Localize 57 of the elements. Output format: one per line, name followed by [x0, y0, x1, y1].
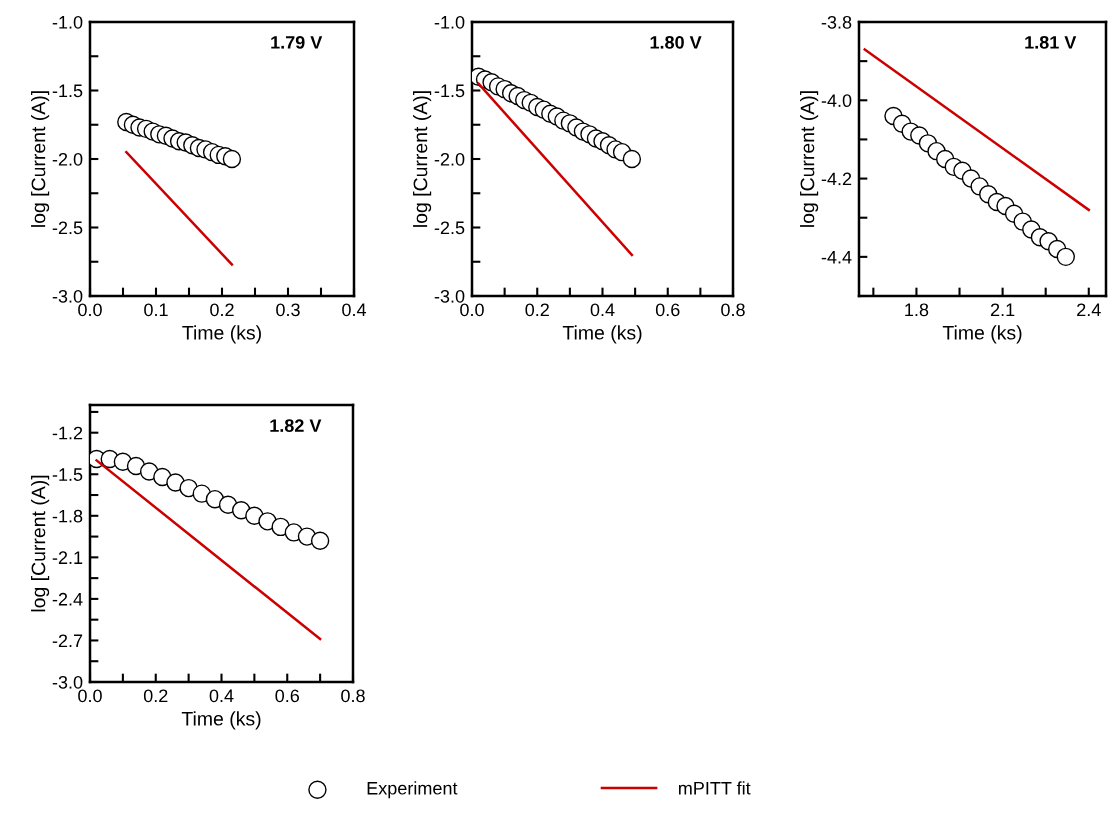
y-tick-label: -4.0: [821, 94, 852, 108]
y-tick-label: -2.5: [52, 221, 83, 235]
y-tick-label: -3.8: [821, 15, 852, 29]
legend-label: mPITT fit: [678, 781, 751, 795]
y-tick-label: -4.2: [821, 172, 852, 186]
y-tick-label: -1.5: [52, 468, 83, 481]
x-tick-label: 0.4: [590, 303, 615, 317]
y-tick-label: -1.2: [52, 426, 83, 440]
x-tick-label: 0.1: [144, 303, 168, 317]
x-tick-label: 0.0: [460, 303, 484, 317]
x-axis-title: Time (ks): [942, 325, 1022, 344]
x-tick-label: 0.3: [276, 303, 300, 317]
x-tick-label: 0.6: [275, 689, 300, 703]
x-tick-label: 2.1: [990, 303, 1015, 317]
x-tick-label: 1.8: [905, 303, 929, 317]
x-tick-label: 0.0: [78, 303, 102, 317]
x-tick-label: 0.0: [78, 689, 102, 703]
y-tick-label: -1.5: [52, 84, 83, 98]
x-tick-label: 0.2: [143, 689, 168, 703]
y-tick-label: -2.5: [434, 221, 465, 235]
y-tick-label: -1.0: [434, 15, 465, 29]
y-tick-label: -2.1: [52, 551, 83, 564]
x-tick-label: 0.6: [655, 303, 680, 317]
y-tick-label: -2.0: [434, 152, 465, 166]
x-tick-label: 0.4: [342, 303, 367, 317]
point: [222, 149, 242, 169]
x-axis-title: Time (ks): [562, 325, 642, 344]
annotation: 1.79 V: [271, 35, 323, 49]
x-tick-label: 0.2: [525, 303, 549, 317]
y-tick-label: -3.0: [434, 289, 465, 303]
y-tick-label: -3.0: [52, 289, 83, 303]
y-axis-title: log [Current (A)]: [31, 475, 50, 612]
y-tick-label: -4.4: [821, 250, 852, 264]
x-axis-title: Time (ks): [181, 711, 261, 730]
x-axis-title: Time (ks): [182, 325, 261, 344]
y-tick-label: -1.8: [52, 509, 83, 523]
y-tick-label: -3.0: [52, 675, 83, 689]
y-axis-title: log [Current (A)]: [800, 91, 819, 227]
x-tick-label: 0.2: [210, 303, 234, 317]
x-tick-label: 0.4: [209, 689, 234, 703]
y-tick-label: -2.4: [52, 592, 83, 606]
y-tick-label: -2.0: [52, 152, 83, 166]
point: [622, 149, 642, 169]
annotation: 1.81 V: [1025, 35, 1077, 49]
annotation: 1.82 V: [270, 419, 322, 433]
point: [310, 531, 330, 550]
x-tick-label: 2.4: [1077, 303, 1101, 317]
y-tick-label: -1.0: [52, 15, 83, 29]
x-tick-label: 0.8: [721, 303, 745, 317]
legend-label: Experiment: [367, 781, 458, 799]
y-tick-label: -2.7: [52, 634, 83, 647]
x-tick-label: 0.8: [341, 689, 365, 703]
y-tick-label: -1.5: [434, 84, 465, 98]
y-axis-title: log [Current (A)]: [31, 91, 50, 227]
annotation: 1.80 V: [650, 35, 702, 49]
y-axis-title: log [Current (A)]: [413, 91, 432, 227]
point: [1056, 247, 1075, 267]
